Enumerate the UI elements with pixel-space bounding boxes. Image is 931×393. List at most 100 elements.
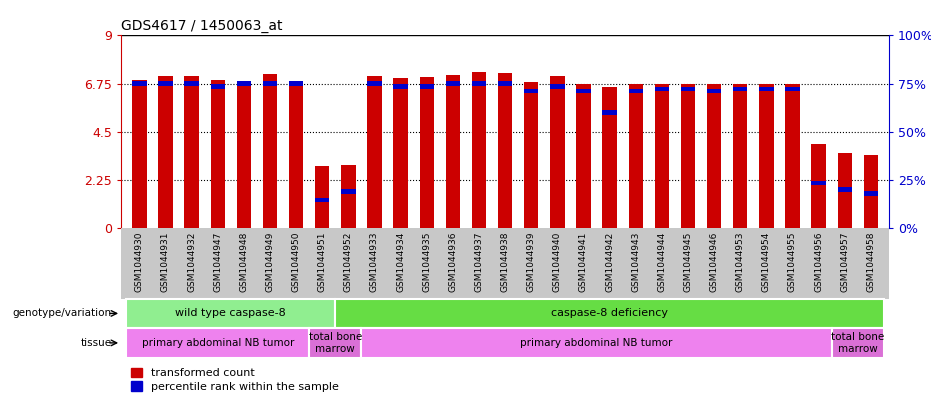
Text: GSM1044953: GSM1044953 (735, 231, 745, 292)
Bar (127, 328, 309, 358)
Bar (158, 81, 172, 86)
Text: GSM1044933: GSM1044933 (370, 231, 379, 292)
Text: GSM1044952: GSM1044952 (344, 231, 353, 292)
Bar (263, 74, 277, 228)
Bar (759, 86, 774, 91)
Bar (263, 81, 277, 86)
Bar (838, 153, 852, 228)
Bar (127, 299, 335, 328)
Bar (210, 84, 225, 89)
Bar (707, 89, 722, 94)
Text: GSM1044945: GSM1044945 (683, 231, 693, 292)
Bar (498, 81, 512, 86)
Bar (158, 76, 172, 228)
Text: GSM1044948: GSM1044948 (239, 231, 249, 292)
Bar (812, 145, 826, 228)
Text: GSM1044954: GSM1044954 (762, 231, 771, 292)
Text: GSM1044941: GSM1044941 (579, 231, 588, 292)
Text: GSM1044956: GSM1044956 (814, 231, 823, 292)
Bar (654, 86, 669, 91)
Bar (289, 81, 304, 86)
Bar (341, 165, 356, 228)
Text: tissue: tissue (81, 338, 112, 348)
Bar (864, 191, 878, 196)
Text: GSM1044932: GSM1044932 (187, 231, 196, 292)
Text: primary abdominal NB tumor: primary abdominal NB tumor (520, 338, 673, 348)
Bar (184, 76, 198, 228)
Bar (785, 86, 800, 91)
Bar (524, 83, 538, 228)
Bar (394, 78, 408, 228)
Text: GSM1044931: GSM1044931 (161, 231, 170, 292)
Text: GSM1044958: GSM1044958 (867, 231, 875, 292)
Bar (602, 87, 616, 228)
Text: GSM1044942: GSM1044942 (605, 231, 614, 292)
Bar (341, 189, 356, 194)
Bar (759, 83, 774, 228)
Text: caspase-8 deficiency: caspase-8 deficiency (551, 309, 668, 318)
Bar (576, 83, 590, 228)
Text: GSM1044949: GSM1044949 (265, 231, 275, 292)
Bar (602, 110, 616, 115)
Bar (628, 89, 643, 94)
Bar (550, 84, 564, 89)
Text: GSM1044940: GSM1044940 (553, 231, 561, 292)
Bar (236, 86, 251, 228)
Bar (812, 181, 826, 185)
Bar (576, 89, 590, 94)
Bar (132, 81, 146, 86)
Bar (654, 83, 669, 228)
Text: wild type caspase-8: wild type caspase-8 (175, 309, 286, 318)
Text: GSM1044951: GSM1044951 (317, 231, 327, 292)
Bar (472, 72, 486, 228)
Bar (681, 86, 695, 91)
Text: GSM1044939: GSM1044939 (527, 231, 535, 292)
Bar (420, 77, 434, 228)
Text: total bone
marrow: total bone marrow (309, 332, 362, 354)
Text: GSM1044930: GSM1044930 (135, 231, 143, 292)
Bar (446, 75, 460, 228)
Bar (367, 81, 382, 86)
Bar (394, 84, 408, 89)
Bar (420, 84, 434, 89)
Bar (289, 83, 304, 228)
Text: primary abdominal NB tumor: primary abdominal NB tumor (142, 338, 294, 348)
Text: GSM1044943: GSM1044943 (631, 231, 641, 292)
Text: GSM1044957: GSM1044957 (840, 231, 849, 292)
Text: GSM1044936: GSM1044936 (449, 231, 457, 292)
Bar (210, 80, 225, 228)
Bar (309, 328, 361, 358)
Bar (524, 89, 538, 94)
Text: GSM1044934: GSM1044934 (396, 231, 405, 292)
Legend: transformed count, percentile rank within the sample: transformed count, percentile rank withi… (127, 363, 344, 393)
Bar (831, 328, 884, 358)
Bar (681, 83, 695, 228)
Text: GSM1044955: GSM1044955 (788, 231, 797, 292)
Text: GDS4617 / 1450063_at: GDS4617 / 1450063_at (121, 19, 282, 33)
Bar (132, 80, 146, 228)
Bar (361, 328, 831, 358)
Bar (733, 83, 748, 228)
Bar (236, 81, 251, 86)
Bar (335, 299, 884, 328)
Bar (864, 155, 878, 228)
Text: GSM1044947: GSM1044947 (213, 231, 223, 292)
Bar (707, 83, 722, 228)
Bar (550, 76, 564, 228)
Bar (315, 198, 330, 202)
Text: total bone
marrow: total bone marrow (831, 332, 884, 354)
Text: GSM1044935: GSM1044935 (422, 231, 431, 292)
Text: genotype/variation: genotype/variation (13, 309, 112, 318)
Text: GSM1044938: GSM1044938 (501, 231, 509, 292)
Bar (733, 86, 748, 91)
Bar (184, 81, 198, 86)
Bar (446, 81, 460, 86)
Text: GSM1044950: GSM1044950 (291, 231, 301, 292)
Bar (838, 187, 852, 192)
Bar (472, 81, 486, 86)
Bar (367, 76, 382, 228)
Text: GSM1044944: GSM1044944 (657, 231, 667, 292)
Bar (498, 73, 512, 228)
Bar (785, 83, 800, 228)
Text: GSM1044946: GSM1044946 (709, 231, 719, 292)
